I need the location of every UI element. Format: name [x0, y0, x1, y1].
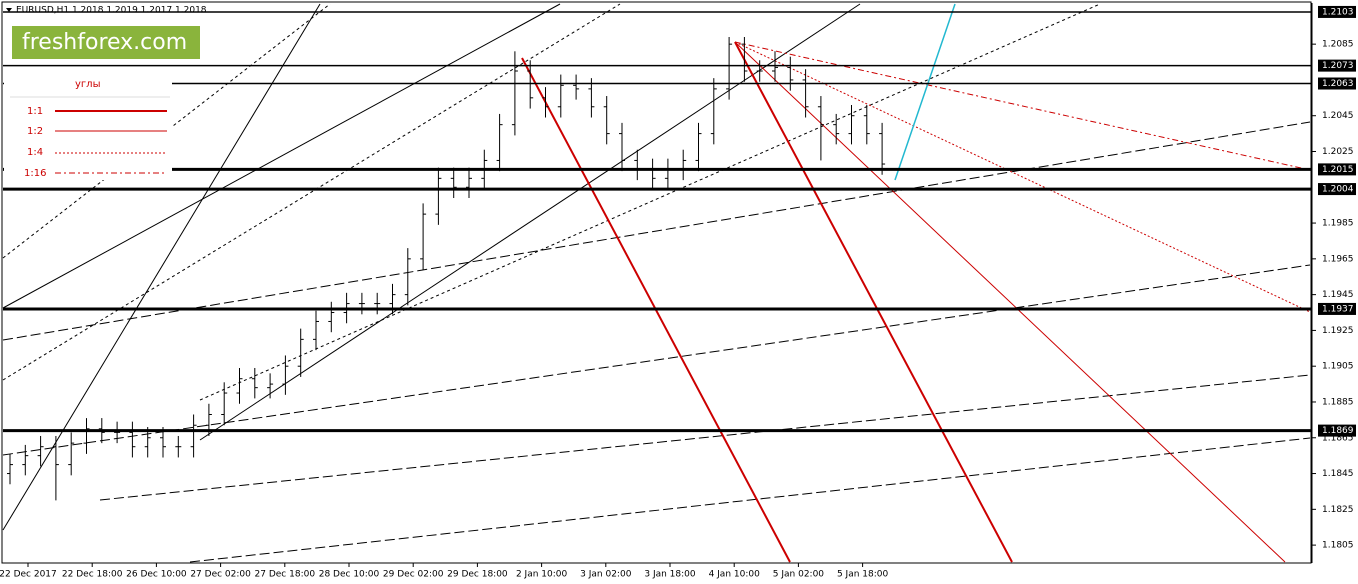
level-label: 1.2015: [1322, 165, 1354, 175]
levels: [3, 11, 1311, 433]
level-label: 1.2004: [1322, 185, 1354, 195]
bars: [7, 36, 886, 501]
y-tick-label: 1.1845: [1322, 469, 1354, 479]
x-axis: 22 Dec 2017 22 Dec 18:00 26 Dec 10:00 27 De…: [0, 563, 888, 580]
level-label: 1.2103: [1322, 7, 1354, 17]
level-label: 1.1937: [1322, 304, 1354, 314]
level-label-bg: [1318, 5, 1356, 18]
legend-box: [4, 69, 172, 180]
level-label: 1.2063: [1322, 79, 1354, 89]
level-label-bg: [1318, 424, 1356, 437]
x-tick-label: 3 Jan 18:00: [644, 570, 696, 580]
y-tick-label: 1.1905: [1322, 362, 1354, 372]
trend-line: [2, 3, 621, 381]
legend-label: 1:1: [27, 106, 43, 117]
x-tick-label: 26 Dec 10:00: [126, 570, 187, 580]
logo-box: [12, 26, 200, 59]
x-tick-label: 5 Jan 18:00: [837, 570, 889, 580]
x-tick-label: 22 Dec 2017: [0, 570, 57, 580]
y-tick-label: 1.1865: [1322, 433, 1354, 443]
x-tick-label: 29 Dec 02:00: [383, 570, 444, 580]
y-tick-label: 1.1805: [1322, 541, 1354, 551]
y-tick-label: 1.1825: [1322, 505, 1354, 515]
level-label-bg: [1318, 302, 1356, 315]
x-tick-label: 3 Jan 02:00: [580, 570, 632, 580]
gann-line: [734, 41, 1311, 171]
y-axis: 1.2085 1.2045 1.2025 1.1985 1.1965 1.1945 1.19…: [1312, 5, 1356, 551]
trend-line: [2, 264, 1311, 456]
y-tick-label: 1.1885: [1322, 397, 1354, 407]
level-label: 1.1869: [1322, 426, 1354, 436]
menu-arrow[interactable]: [6, 8, 12, 12]
gann-line: [734, 41, 1013, 563]
legend-label: 1:16: [24, 168, 46, 179]
x-tick-label: 22 Dec 18:00: [62, 570, 123, 580]
cyan-line: [894, 3, 956, 181]
trend-line: [2, 121, 1311, 341]
x-tick-label: 2 Jan 10:00: [516, 570, 568, 580]
gann-line: [734, 41, 1311, 313]
plot-frame: [1, 1, 1312, 564]
x-tick-label: 28 Dec 10:00: [319, 570, 380, 580]
level-label: 1.2073: [1322, 61, 1354, 71]
logo: freshforex.com: [22, 30, 187, 55]
y-tick-label: 1.1945: [1322, 290, 1354, 300]
level-label-bg: [1318, 183, 1356, 196]
price-axis: [1312, 3, 1358, 563]
x-tick-label: 27 Dec 02:00: [190, 570, 251, 580]
level-label-bg: [1318, 59, 1356, 72]
trend-line: [2, 3, 561, 309]
level-label-bg: [1318, 163, 1356, 176]
trend-line: [189, 437, 1311, 563]
chart-title: EURUSD,H1 1.2018 1.2019 1.2017 1.2018: [16, 6, 207, 16]
y-tick-label: 1.1925: [1322, 326, 1354, 336]
x-tick-label: 27 Dec 18:00: [255, 570, 316, 580]
y-tick-label: 1.1965: [1322, 254, 1354, 264]
trend-line: [99, 374, 1311, 501]
x-tick-label: 4 Jan 10:00: [709, 570, 761, 580]
x-tick-label: 29 Dec 18:00: [447, 570, 508, 580]
legend-label: 1:2: [27, 126, 43, 137]
gann-line: [734, 41, 1286, 563]
legend-title: углы: [75, 79, 100, 90]
y-tick-label: 1.2085: [1322, 40, 1354, 50]
level-label-bg: [1318, 77, 1356, 90]
y-tick-label: 1.2025: [1322, 147, 1354, 157]
trend-line: [199, 3, 1101, 401]
y-tick-label: 1.2045: [1322, 111, 1354, 121]
y-tick-label: 1.1985: [1322, 219, 1354, 229]
drawings: [2, 3, 1311, 563]
trend-line: [199, 3, 861, 441]
x-tick-label: 5 Jan 02:00: [773, 570, 825, 580]
legend-label: 1:4: [27, 147, 43, 158]
